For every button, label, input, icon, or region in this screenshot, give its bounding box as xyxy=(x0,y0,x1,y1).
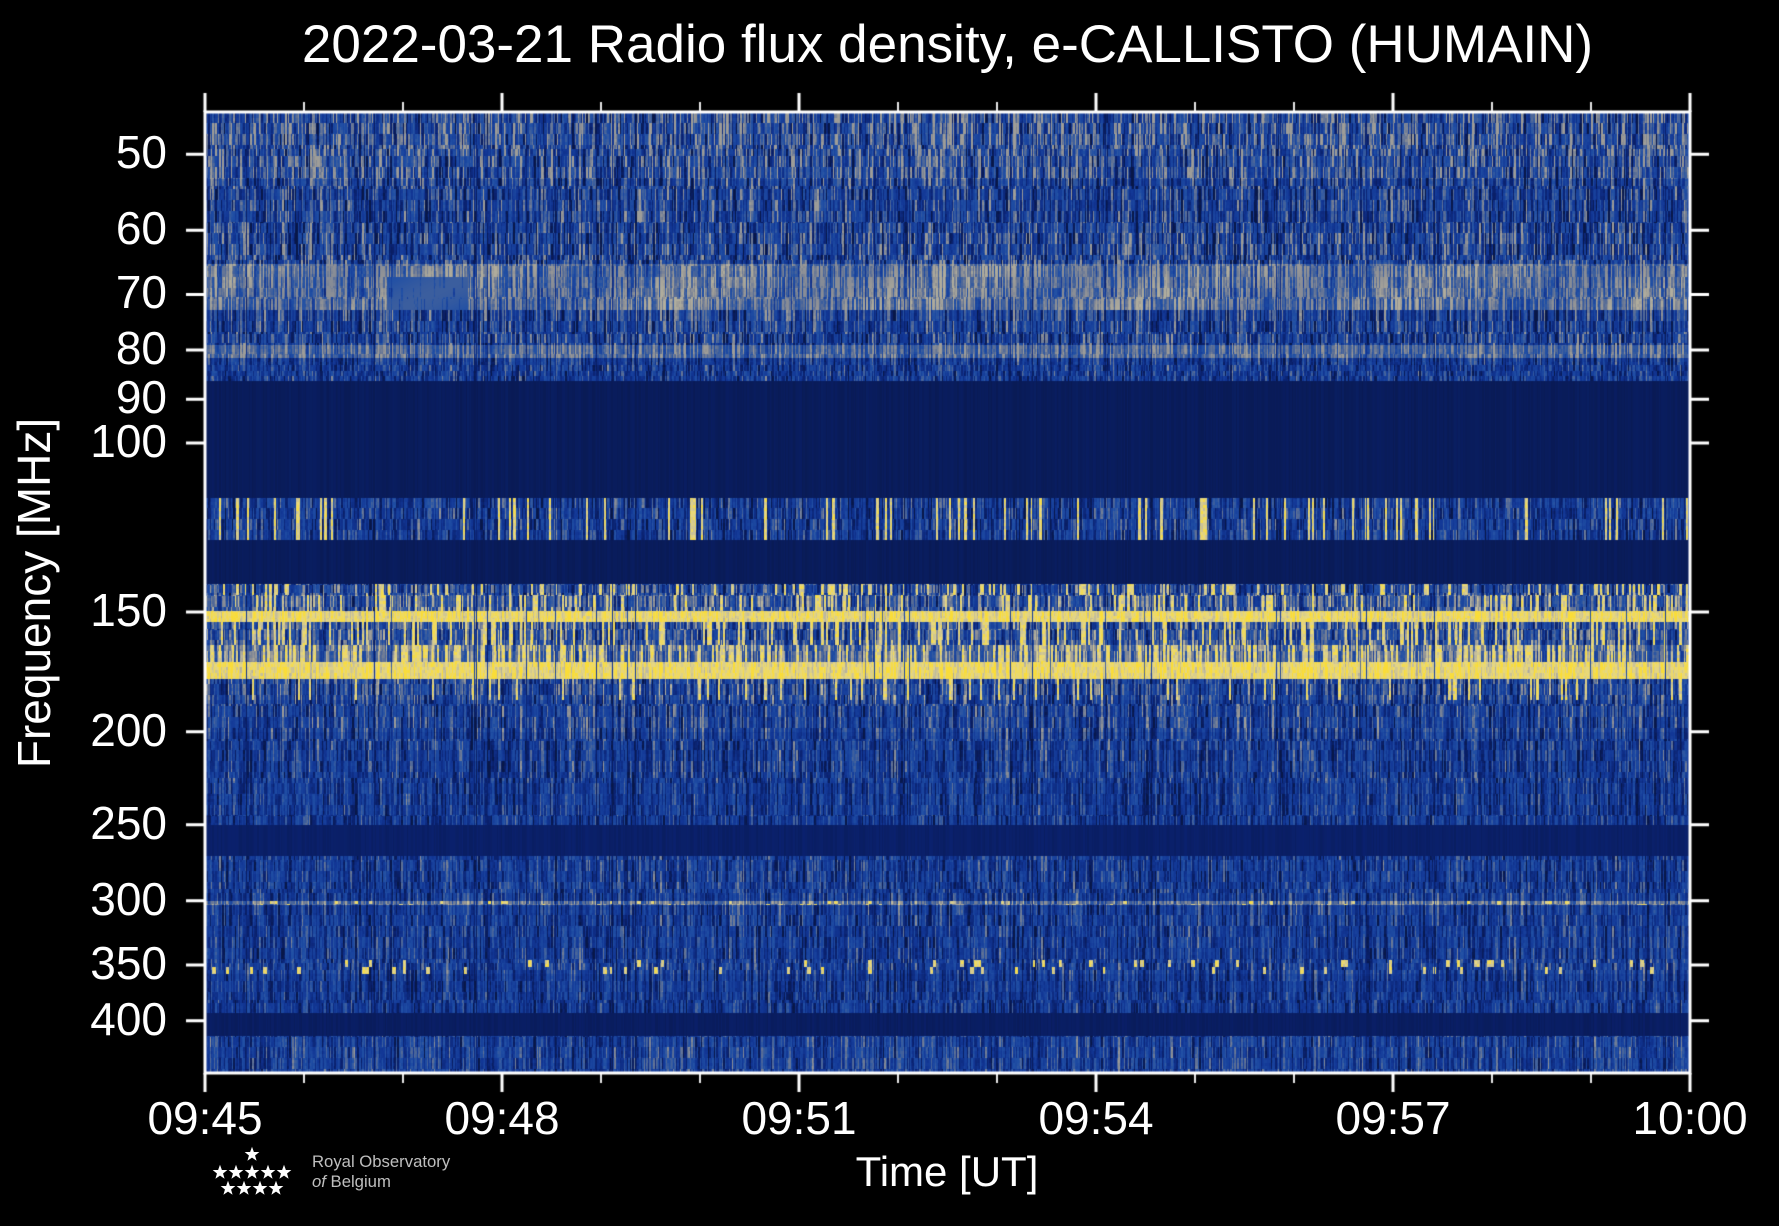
svg-text:Royal Observatory: Royal Observatory xyxy=(312,1152,451,1171)
svg-text:of Belgium: of Belgium xyxy=(312,1172,391,1191)
